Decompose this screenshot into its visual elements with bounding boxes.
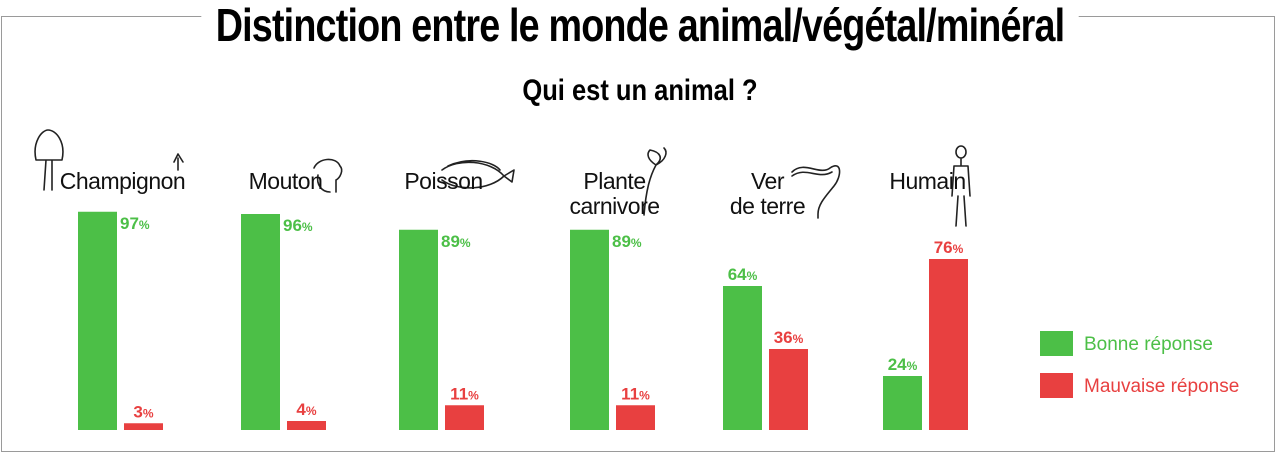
bar-humain-mauvaise [929, 259, 968, 430]
category-label-mouton: Mouton [249, 168, 323, 194]
category-label-ver-de-terre-line1: Ver [751, 168, 785, 194]
value-label-plante-carnivore-mauvaise: 11% [621, 384, 650, 403]
chart-subtitle: Qui est un animal ? [522, 74, 758, 107]
value-label-humain-mauvaise: 76% [934, 238, 964, 257]
bar-ver-de-terre-bonne [723, 286, 762, 430]
bar-champignon-bonne [78, 211, 117, 430]
value-label-ver-de-terre-mauvaise: 36% [774, 328, 804, 347]
legend-swatch-mauvaise [1040, 373, 1073, 398]
bar-ver-de-terre-mauvaise [769, 349, 808, 430]
value-label-mouton-bonne: 96% [283, 216, 313, 235]
bar-poisson-mauvaise [445, 405, 484, 430]
bar-plante-carnivore-bonne [570, 229, 609, 430]
carnivorous-plant-icon [643, 147, 667, 216]
chart-title: Distinction entre le monde animal/végéta… [115, 0, 1165, 52]
value-label-champignon-mauvaise: 3% [133, 402, 153, 421]
value-label-mouton-mauvaise: 4% [296, 400, 316, 419]
bar-champignon-mauvaise [124, 423, 163, 430]
category-label-poisson: Poisson [404, 168, 482, 194]
legend-swatch-bonne [1040, 331, 1073, 356]
mushroom-icon [34, 129, 184, 191]
bar-plante-carnivore-mauvaise [616, 405, 655, 430]
category-label-plante-carnivore-line2: carnivore [569, 193, 659, 219]
legend-label-mauvaise: Mauvaise réponse [1084, 376, 1239, 397]
fish-icon [441, 159, 515, 189]
bar-humain-bonne [883, 376, 922, 430]
bar-poisson-bonne [399, 229, 438, 430]
bar-mouton-mauvaise [287, 421, 326, 430]
human-icon [951, 145, 971, 227]
value-label-poisson-bonne: 89% [441, 232, 471, 251]
value-label-humain-bonne: 24% [888, 355, 918, 374]
bar-mouton-bonne [241, 214, 280, 430]
value-label-plante-carnivore-bonne: 89% [612, 232, 642, 251]
sheep-icon [313, 158, 343, 193]
worm-icon [791, 165, 841, 219]
value-label-champignon-bonne: 97% [120, 214, 150, 233]
category-label-humain: Humain [889, 168, 965, 194]
category-label-plante-carnivore-line1: Plante [583, 168, 645, 194]
value-label-poisson-mauvaise: 11% [450, 384, 479, 403]
category-label-champignon: Champignon [60, 168, 185, 194]
legend-label-bonne: Bonne réponse [1084, 334, 1213, 355]
category-label-ver-de-terre-line2: de terre [730, 193, 805, 219]
value-label-ver-de-terre-bonne: 64% [728, 265, 758, 284]
